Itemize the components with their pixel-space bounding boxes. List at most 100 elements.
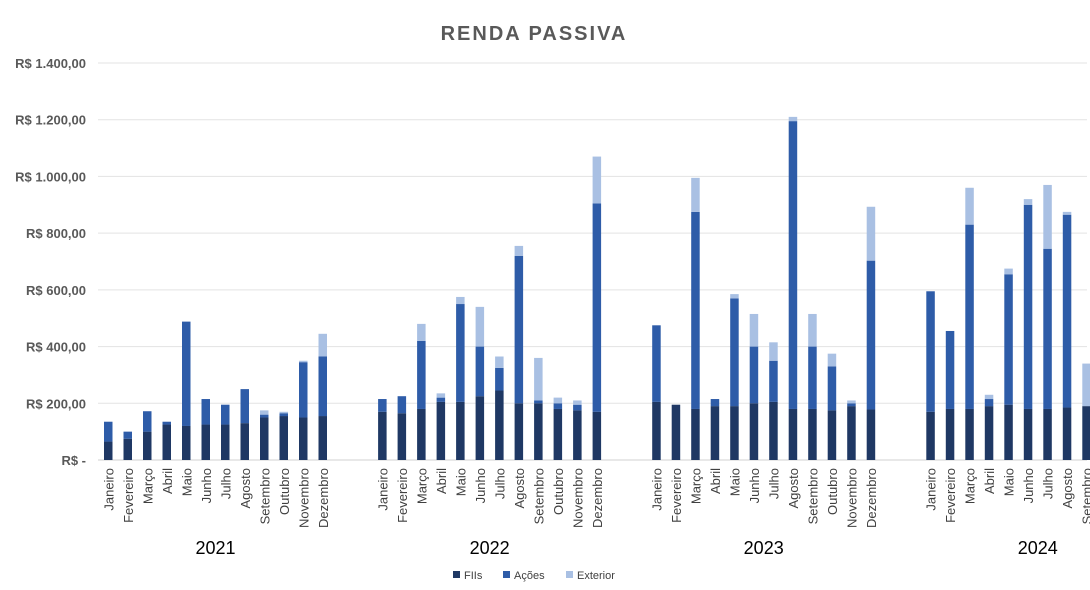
bar-segment-aes [592,203,602,412]
bar-segment-fiis [162,424,171,460]
bar-segment-aes [182,321,191,426]
bar-segment-aes [652,325,661,402]
x-tick-label: Julho [1041,468,1056,499]
y-tick-label: R$ - [61,453,86,468]
y-tick-label: R$ 1.400,00 [15,56,86,71]
legend-label: Ações [514,570,545,582]
x-tick-label: Julho [766,468,781,499]
x-tick-label: Agosto [512,468,527,508]
bar-segment-fiis [1023,408,1033,460]
year-group-label: 2024 [1018,538,1058,558]
bar-segment-exterior [1023,199,1033,205]
y-tick-label: R$ 800,00 [26,226,86,241]
bar-segment-fiis [1004,404,1013,460]
bar-segment-exterior [514,245,524,256]
bar-segment-exterior [1004,268,1013,275]
bar-segment-exterior [1043,184,1052,249]
x-tick-label: Setembro [1080,468,1090,524]
x-tick-label: Dezembro [316,468,331,528]
bar-segment-aes [456,304,465,402]
bar-segment-exterior [592,156,602,204]
x-tick-label: Outubro [277,468,292,515]
year-group-label: 2023 [744,538,784,558]
bar-segment-fiis [592,411,602,460]
bar-segment-fiis [143,431,152,460]
bar-segment-aes [827,366,837,411]
bar-segment-fiis [123,438,132,460]
bar-segment-aes [691,211,700,409]
x-tick-label: Outubro [551,468,566,515]
x-tick-label: Agosto [1060,468,1075,508]
bar-segment-exterior [417,323,426,341]
gridlines [98,62,1087,461]
x-tick-label: Setembro [531,468,546,524]
x-tick-label: Novembro [296,468,311,528]
bar-segment-exterior [984,394,994,400]
x-tick-label: Abril [982,468,997,494]
bar-segment-aes [299,362,308,418]
year-group-label: 2022 [470,538,510,558]
bar-segment-fiis [240,423,249,460]
bar-segment-exterior [1082,363,1090,407]
bar-segment-aes [553,403,563,409]
bar-segment-aes [1004,274,1013,405]
bar-segment-fiis [299,417,308,460]
x-tick-label: Maio [1002,468,1017,496]
bar-segment-fiis [749,403,759,460]
bar-segment-aes [240,389,249,424]
bar-segment-fiis [1062,407,1072,460]
x-tick-label: Novembro [844,468,859,528]
bar-segment-exterior [553,397,563,404]
bar-segment-aes [808,346,817,409]
x-tick-label: Março [140,468,155,504]
legend-swatch [503,571,510,578]
x-tick-label: Abril [708,468,723,494]
x-tick-label: Fevereiro [669,468,684,523]
bar-segment-aes [866,260,876,410]
x-tick-label: Outubro [825,468,840,515]
y-tick-label: R$ 200,00 [26,396,86,411]
x-tick-label: Junho [473,468,488,503]
x-tick-label: Abril [434,468,449,494]
x-tick-label: Março [688,468,703,504]
x-tick-label: Julho [218,468,233,499]
bar-segment-fiis [769,401,778,460]
bar-segment-fiis [730,406,739,460]
legend-swatch [453,571,460,578]
bar-segment-aes [475,346,485,397]
y-axis: R$ - R$ 200,00 R$ 400,00 R$ 600,00 R$ 800,00… [15,56,86,468]
bar-segment-aes [710,399,720,407]
bar-segment-fiis [847,406,856,460]
x-tick-label: Novembro [570,468,585,528]
bar-segment-fiis [652,401,661,460]
x-tick-label: Julho [492,468,507,499]
bar-segment-aes [279,413,288,417]
bar-segment-aes [730,298,739,407]
x-tick-label: Janeiro [649,468,664,511]
bar-segment-fiis [866,409,876,460]
bar-segment-aes [1062,214,1072,408]
bar-segment-aes [104,421,113,442]
bar-segment-aes [162,421,171,425]
bar-segment-aes [984,399,994,407]
bar-segment-exterior [730,294,739,299]
bar-segment-aes [260,414,269,418]
bar-segment-fiis [495,390,504,460]
bar-segment-aes [1043,248,1052,409]
bar-segment-aes [573,404,582,411]
x-tick-label: Setembro [805,468,820,524]
bar-segment-fiis [436,401,446,460]
x-tick-label: Setembro [257,468,272,524]
bar-segment-aes [749,346,759,404]
bar-segment-fiis [1082,406,1090,460]
bars [104,116,1090,460]
bar-segment-fiis [710,406,720,460]
bar-segment-aes [378,399,387,412]
legend: FIIs Ações Exterior [453,570,615,582]
bar-segment-exterior [573,400,582,405]
bar-segment-aes [788,121,798,409]
bar-segment-exterior [318,333,327,357]
bar-segment-fiis [553,408,563,460]
